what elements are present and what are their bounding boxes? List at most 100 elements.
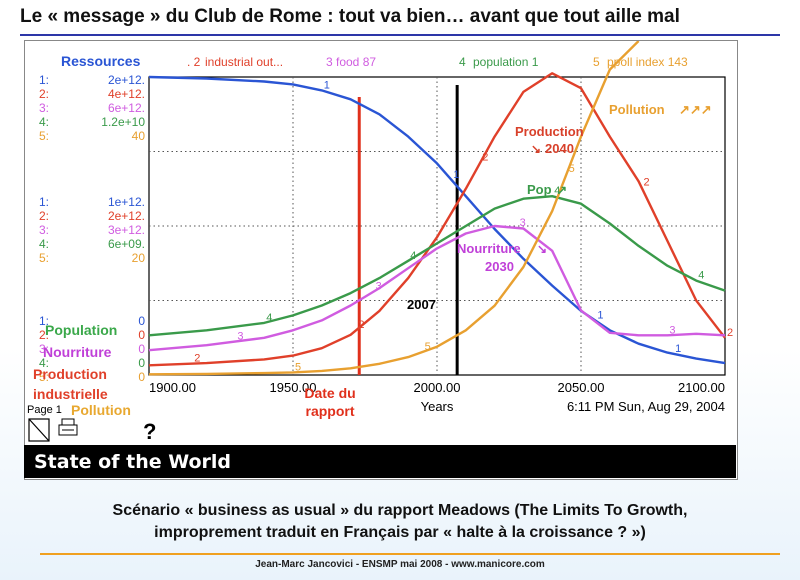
x-tick-2100: 2100.00 <box>678 380 725 395</box>
x-tick-2000: 2000.00 <box>414 380 461 395</box>
scale-bot-2-num: 2: <box>39 328 49 342</box>
caption-line-2: improprement traduit en Français par « h… <box>154 524 646 541</box>
series-2-marker-1: 2 <box>358 319 364 331</box>
scale-top-2-num: 2: <box>39 87 49 101</box>
legend-num-5: 5 <box>593 55 600 69</box>
series-layer <box>148 40 726 376</box>
annot-nourriture-year: 2030 <box>485 259 514 274</box>
series-4-marker-0: 4 <box>266 312 272 324</box>
scale-block-bottom: 1: 0 2: 0 3: 0 4: 0 5: 0 <box>39 314 145 384</box>
scale-top-3-num: 3: <box>39 101 49 115</box>
annot-production-year: 2040 <box>545 141 574 156</box>
annot-pop-arrow: ↗ <box>557 183 567 197</box>
series-1-marker-4: 1 <box>675 343 681 355</box>
x-axis: 1900.00 1950.00 2000.00 2050.00 2100.00 … <box>149 380 725 414</box>
series-4-marker-1: 4 <box>410 250 416 262</box>
series-2-marker-4: 2 <box>727 327 733 339</box>
help-icon[interactable]: ? <box>143 419 156 444</box>
scale-bot-2-val: 0 <box>138 328 145 342</box>
scale-mid-4-val: 6e+09. <box>108 237 145 251</box>
date-rapport-line2: rapport <box>306 403 355 419</box>
scale-mid-2-val: 2e+12. <box>108 209 145 223</box>
timestamp: 6:11 PM Sun, Aug 29, 2004 <box>567 399 725 414</box>
overlay-nourriture: Nourriture <box>43 344 112 360</box>
series-line-1 <box>148 75 726 365</box>
series-5-marker-2: 5 <box>569 163 575 175</box>
stella-graph: Ressources . 2 industrial out... 3 food … <box>27 40 733 444</box>
legend-industrial: industrial out... <box>205 55 283 69</box>
scale-bot-4-num: 4: <box>39 356 49 370</box>
scale-mid-5-num: 5: <box>39 251 49 265</box>
annot-2007: 2007 <box>407 297 436 312</box>
scale-top-1-num: 1: <box>39 73 49 87</box>
page-label: Page 1 <box>27 404 62 416</box>
scale-bot-5-val: 0 <box>138 370 145 384</box>
legend-num-2: . 2 <box>187 55 201 69</box>
scale-mid-4-num: 4: <box>39 237 49 251</box>
scale-top-2-val: 4e+12. <box>108 87 145 101</box>
model-window: Ressources . 2 industrial out... 3 food … <box>24 40 738 480</box>
scale-bot-5-num: 5: <box>39 370 49 384</box>
annot-pollution: Pollution <box>609 102 665 117</box>
annot-nourriture-arrow: ↘ <box>537 242 547 256</box>
scale-bot-4-val: 0 <box>138 356 145 370</box>
scale-bot-1-num: 1: <box>39 314 49 328</box>
page-turn-icon[interactable] <box>28 418 50 442</box>
legend-ppoll: ppoll index 143 <box>607 55 688 69</box>
series-line-3 <box>148 224 726 352</box>
grid-lines <box>149 77 725 375</box>
series-5-marker-1: 5 <box>425 341 431 353</box>
scale-block-mid: 1: 1e+12. 2: 2e+12. 3: 3e+12. 4: 6e+09. … <box>39 195 145 265</box>
scale-bot-3-num: 3: <box>39 342 49 356</box>
series-2-marker-3: 2 <box>643 176 649 188</box>
scale-block-top: 1: 2e+12. 2: 4e+12. 3: 6e+12. 4: 1.2e+10… <box>39 73 145 143</box>
series-1-marker-1: 1 <box>324 79 330 91</box>
scale-top-5-num: 5: <box>39 129 49 143</box>
series-2-marker-0: 2 <box>194 353 200 365</box>
scale-top-4-val: 1.2e+10 <box>101 115 145 129</box>
scale-top-4-num: 4: <box>39 115 49 129</box>
series-1-marker-3: 1 <box>597 310 603 322</box>
scale-mid-5-val: 20 <box>132 251 146 265</box>
caption: Scénario « business as usual » du rappor… <box>20 500 780 544</box>
legend-num-3: 3 <box>326 55 333 69</box>
footer: Jean-Marc Jancovici - ENSMP mai 2008 - w… <box>255 559 545 570</box>
overlay-population: Population <box>45 322 117 338</box>
x-tick-2050: 2050.00 <box>558 380 605 395</box>
annot-production-arrow: ↘ <box>531 142 541 156</box>
annot-pollution-arrows: ↗↗↗ <box>679 102 712 117</box>
scale-top-5-val: 40 <box>132 129 146 143</box>
overlay-production: Production <box>33 366 107 382</box>
series-5-marker-0: 5 <box>295 361 301 373</box>
series-3-marker-1: 3 <box>376 281 382 293</box>
caption-line-1: Scénario « business as usual » du rappor… <box>112 502 688 519</box>
printer-icon[interactable] <box>58 418 78 436</box>
scale-mid-1-num: 1: <box>39 195 49 209</box>
date-rapport-line1: Date du <box>304 385 355 401</box>
scale-mid-2-num: 2: <box>39 209 49 223</box>
overlay-industrielle: industrielle <box>33 386 108 402</box>
series-3-marker-3: 3 <box>669 324 675 336</box>
series-1-marker-2: 1 <box>453 169 459 181</box>
scale-mid-1-val: 1e+12. <box>108 195 145 209</box>
series-line-4 <box>148 194 726 337</box>
scale-bot-1-val: 0 <box>138 314 145 328</box>
x-tick-1900: 1900.00 <box>149 380 196 395</box>
legend-population: population 1 <box>473 55 539 69</box>
x-tick-1950: 1950.00 <box>270 380 317 395</box>
series-4-marker-2: 4 <box>554 185 560 197</box>
overlay-pollution-left: Pollution <box>71 402 131 418</box>
window-title-bar: State of the World <box>24 445 736 478</box>
series-2-marker-2: 2 <box>482 152 488 164</box>
title-divider <box>20 34 780 36</box>
slide-title: Le « message » du Club de Rome : tout va… <box>20 6 680 27</box>
scale-mid-3-num: 3: <box>39 223 49 237</box>
legend-food: food 87 <box>336 55 376 69</box>
series-3-marker-0: 3 <box>237 330 243 342</box>
legend-ressources: Ressources <box>61 53 141 69</box>
legend-num-4: 4 <box>459 55 466 69</box>
annot-nourriture: Nourriture <box>457 241 521 256</box>
footer-divider <box>40 553 780 555</box>
annot-pop: Pop <box>527 182 552 197</box>
